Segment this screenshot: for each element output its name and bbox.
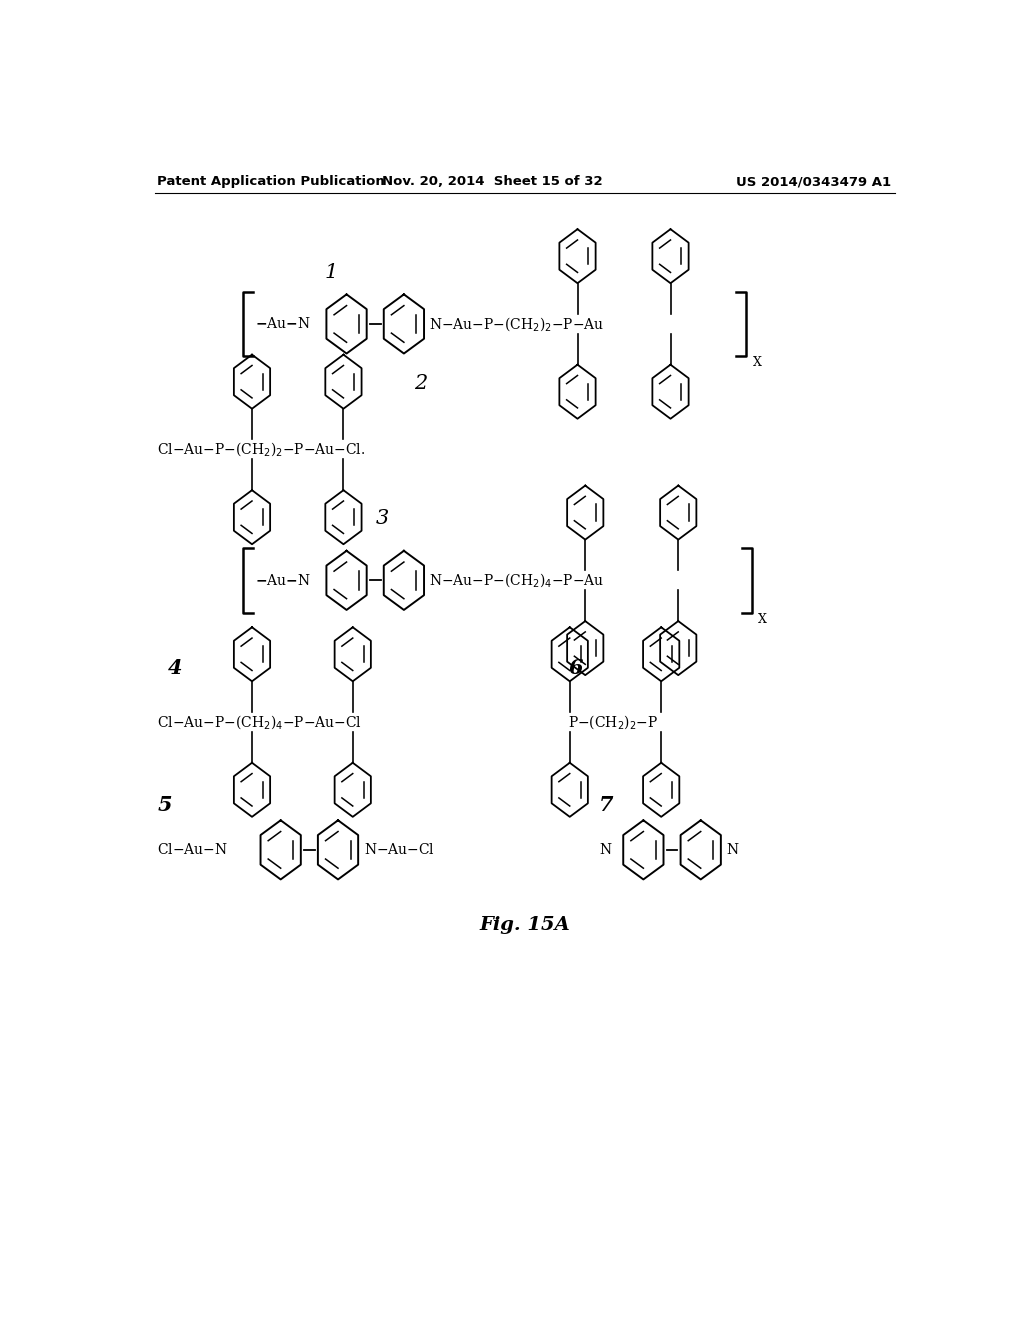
Text: Fig. 15A: Fig. 15A [479,916,570,933]
Text: 6: 6 [568,659,583,678]
Text: Nov. 20, 2014  Sheet 15 of 32: Nov. 20, 2014 Sheet 15 of 32 [382,176,602,189]
Text: 4: 4 [168,659,183,678]
Text: N$-$Au$-$Cl: N$-$Au$-$Cl [364,842,434,858]
Text: Cl$-$Au$-$P$-$(CH$_{2}$)$_{4}$$-$P$-$Au$-$Cl: Cl$-$Au$-$P$-$(CH$_{2}$)$_{4}$$-$P$-$Au$… [158,713,362,731]
Text: Cl$-$Au$-$P$-$(CH$_{2}$)$_{2}$$-$P$-$Au$-$Cl.: Cl$-$Au$-$P$-$(CH$_{2}$)$_{2}$$-$P$-$Au$… [158,441,366,458]
Text: 7: 7 [599,795,613,816]
Text: Cl$-$Au$-$N: Cl$-$Au$-$N [158,842,228,858]
Text: 2: 2 [415,374,428,393]
Text: P$-$(CH$_{2}$)$_{2}$$-$P: P$-$(CH$_{2}$)$_{2}$$-$P [568,713,658,731]
Text: N$-$Au$-$P$-$(CH$_{2}$)$_{2}$$-$P$-$Au: N$-$Au$-$P$-$(CH$_{2}$)$_{2}$$-$P$-$Au [429,315,605,333]
Text: N$-$Au$-$P$-$(CH$_{2}$)$_{4}$$-$P$-$Au: N$-$Au$-$P$-$(CH$_{2}$)$_{4}$$-$P$-$Au [429,572,605,589]
Text: X: X [758,612,767,626]
Text: X: X [753,356,762,370]
Text: 1: 1 [325,263,338,282]
Text: 3: 3 [376,510,389,528]
Text: 5: 5 [158,795,172,816]
Text: $\mathbf{-}$Au$\mathbf{-}$N: $\mathbf{-}$Au$\mathbf{-}$N [255,573,311,587]
Text: US 2014/0343479 A1: US 2014/0343479 A1 [736,176,891,189]
Text: $\mathbf{-}$Au$\mathbf{-}$N: $\mathbf{-}$Au$\mathbf{-}$N [255,317,311,331]
Text: Patent Application Publication: Patent Application Publication [158,176,385,189]
Text: N: N [599,843,611,857]
Text: N: N [726,843,738,857]
